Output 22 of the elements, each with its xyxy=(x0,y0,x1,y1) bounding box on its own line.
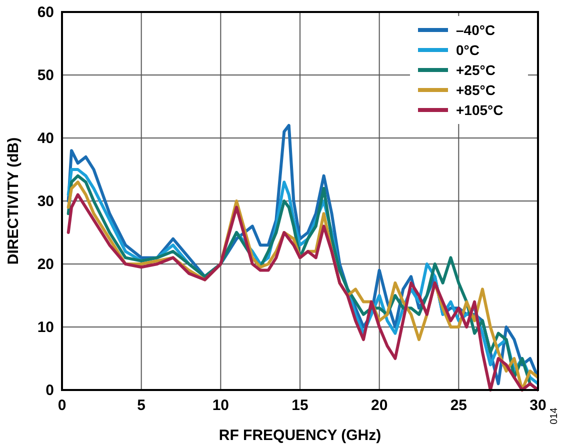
y-tick-label: 40 xyxy=(37,130,54,147)
legend-label: +25°C xyxy=(456,62,496,78)
y-tick-label: 50 xyxy=(37,67,54,84)
x-tick-label: 30 xyxy=(530,397,546,414)
y-tick-label: 0 xyxy=(46,382,54,399)
text: 014 xyxy=(549,407,560,424)
y-tick-label: 20 xyxy=(37,256,54,273)
y-tick-label: 10 xyxy=(37,319,54,336)
x-axis-title: RF FREQUENCY (GHz) xyxy=(218,427,382,444)
legend-label: –40°C xyxy=(456,22,496,38)
x-tick-label: 0 xyxy=(58,397,66,414)
legend-label: +105°C xyxy=(456,102,504,118)
y-tick-label: 60 xyxy=(37,4,54,21)
x-tick-label: 5 xyxy=(137,397,146,414)
y-tick-label: 30 xyxy=(37,193,54,210)
x-tick-label: 25 xyxy=(450,397,468,414)
x-tick-label: 15 xyxy=(292,397,308,414)
y-axis-title: DIRECTIVITY (dB) xyxy=(5,137,22,265)
legend-label: 0°C xyxy=(456,42,480,58)
x-tick-label: 20 xyxy=(370,397,388,414)
x-tick-label: 10 xyxy=(212,397,230,414)
legend-label: +85°C xyxy=(456,82,496,98)
